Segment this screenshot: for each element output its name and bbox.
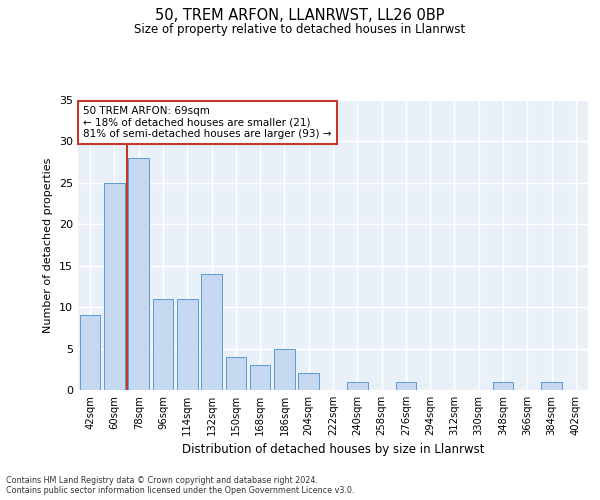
Bar <box>493 382 514 390</box>
Text: Distribution of detached houses by size in Llanrwst: Distribution of detached houses by size … <box>182 442 484 456</box>
Text: 50 TREM ARFON: 69sqm
← 18% of detached houses are smaller (21)
81% of semi-detac: 50 TREM ARFON: 69sqm ← 18% of detached h… <box>83 106 332 139</box>
Bar <box>177 299 197 390</box>
Bar <box>395 382 416 390</box>
Bar <box>80 316 100 390</box>
Text: Size of property relative to detached houses in Llanrwst: Size of property relative to detached ho… <box>134 22 466 36</box>
Bar <box>250 365 271 390</box>
Bar <box>128 158 149 390</box>
Y-axis label: Number of detached properties: Number of detached properties <box>43 158 53 332</box>
Bar <box>152 299 173 390</box>
Bar <box>226 357 246 390</box>
Bar <box>298 374 319 390</box>
Text: Contains HM Land Registry data © Crown copyright and database right 2024.
Contai: Contains HM Land Registry data © Crown c… <box>6 476 355 495</box>
Bar <box>201 274 222 390</box>
Bar <box>274 348 295 390</box>
Bar <box>541 382 562 390</box>
Text: 50, TREM ARFON, LLANRWST, LL26 0BP: 50, TREM ARFON, LLANRWST, LL26 0BP <box>155 8 445 22</box>
Bar <box>104 183 125 390</box>
Bar <box>347 382 368 390</box>
